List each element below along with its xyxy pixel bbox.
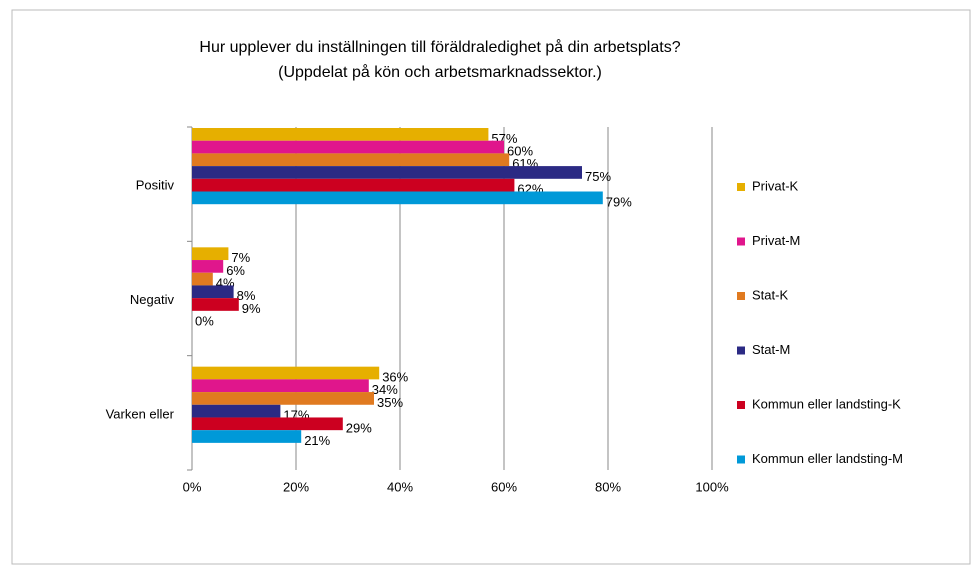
- legend-swatch: [737, 292, 745, 300]
- bar: [192, 191, 603, 205]
- x-tick-label: 0%: [183, 479, 202, 494]
- value-label: 34%: [372, 382, 398, 397]
- bar: [192, 260, 224, 273]
- bar: [192, 404, 281, 418]
- chart-title: Hur upplever du inställningen till föräl…: [199, 38, 680, 56]
- bar: [192, 128, 489, 141]
- y-tick-label: Positiv: [136, 178, 175, 193]
- x-tick-label: 80%: [595, 479, 621, 494]
- value-label: 79%: [606, 194, 632, 209]
- legend-label: Stat-K: [752, 287, 788, 302]
- value-label: 8%: [237, 288, 256, 303]
- bar: [192, 272, 213, 286]
- value-label: 9%: [242, 301, 261, 316]
- bar: [192, 379, 369, 393]
- legend-label: Stat-M: [752, 342, 790, 357]
- legend-label: Kommun eller landsting-M: [752, 451, 903, 466]
- value-label: 35%: [377, 395, 403, 410]
- chart-frame: [11, 9, 971, 565]
- bar: [192, 178, 515, 192]
- bar: [192, 153, 510, 167]
- x-tick-label: 40%: [387, 479, 413, 494]
- value-label: 7%: [231, 250, 250, 265]
- x-tick-label: 20%: [283, 479, 309, 494]
- bar: [192, 166, 582, 179]
- value-label: 75%: [585, 169, 611, 184]
- bar: [192, 298, 239, 311]
- value-label: 0%: [195, 314, 214, 329]
- value-label: 36%: [382, 369, 408, 384]
- y-tick-label: Negativ: [130, 292, 175, 307]
- chart-subtitle: (Uppdelat på kön och arbetsmarknadssekto…: [278, 63, 602, 81]
- value-label: 6%: [226, 263, 245, 278]
- value-label: 21%: [304, 433, 330, 448]
- bar: [192, 417, 343, 431]
- x-tick-label: 100%: [695, 479, 729, 494]
- legend-swatch: [737, 237, 745, 246]
- value-label: 60%: [507, 143, 533, 158]
- legend-swatch: [737, 183, 745, 191]
- bar: [192, 140, 504, 154]
- legend-label: Privat-K: [752, 178, 799, 193]
- x-tick-label: 60%: [491, 479, 517, 494]
- y-tick-label: Varken eller: [106, 406, 175, 421]
- bar: [192, 366, 380, 380]
- bar: [192, 392, 374, 405]
- legend-swatch: [737, 401, 745, 409]
- legend-label: Privat-M: [752, 233, 800, 248]
- legend-label: Kommun eller landsting-K: [752, 396, 901, 411]
- legend-swatch: [737, 455, 745, 464]
- bar: [192, 285, 234, 299]
- bar: [192, 247, 229, 261]
- bar: [192, 430, 302, 443]
- value-label: 29%: [346, 420, 372, 435]
- legend-swatch: [737, 346, 745, 355]
